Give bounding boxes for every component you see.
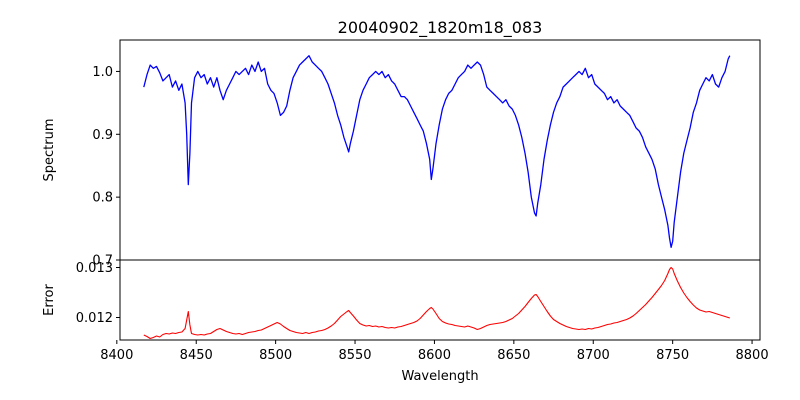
spectrum-series-line [143, 55, 731, 249]
chart-title: 20040902_1820m18_083 [338, 18, 543, 38]
x-tick-label: 8650 [497, 348, 530, 363]
x-tick-label: 8600 [418, 348, 451, 363]
x-tick-label: 8800 [736, 348, 769, 363]
spectrum-y-tick-label: 0.7 [92, 254, 113, 269]
error-series-line [143, 266, 730, 340]
spectrum-y-tick-label: 0.8 [92, 191, 113, 206]
spectrum-y-ticks: 0.7 0.8 0.9 1.0 [92, 65, 120, 269]
error-y-tick-label: 0.012 [76, 311, 113, 326]
wavelength-x-ticks: 8400 8450 8500 8550 8600 8650 8700 8750 8800 [100, 340, 769, 363]
error-y-ticks: 0.012 0.013 [76, 261, 120, 326]
x-tick-label: 8450 [180, 348, 213, 363]
spectrum-y-tick-label: 1.0 [92, 65, 113, 80]
error-axes-frame [119, 259, 761, 341]
x-tick-label: 8500 [259, 348, 292, 363]
x-tick-label: 8750 [656, 348, 689, 363]
x-tick-label: 8550 [338, 348, 371, 363]
spectrum-panel: 0.7 0.8 0.9 1.0 Spectrum [42, 39, 761, 269]
error-y-tick-label: 0.013 [76, 261, 113, 276]
error-y-axis-label: Error [42, 284, 57, 316]
x-axis-label: Wavelength [401, 369, 478, 384]
spectrum-y-axis-label: Spectrum [42, 119, 57, 182]
x-tick-label: 8400 [100, 348, 133, 363]
spectrum-y-tick-label: 0.9 [92, 128, 113, 143]
x-tick-label: 8700 [577, 348, 610, 363]
